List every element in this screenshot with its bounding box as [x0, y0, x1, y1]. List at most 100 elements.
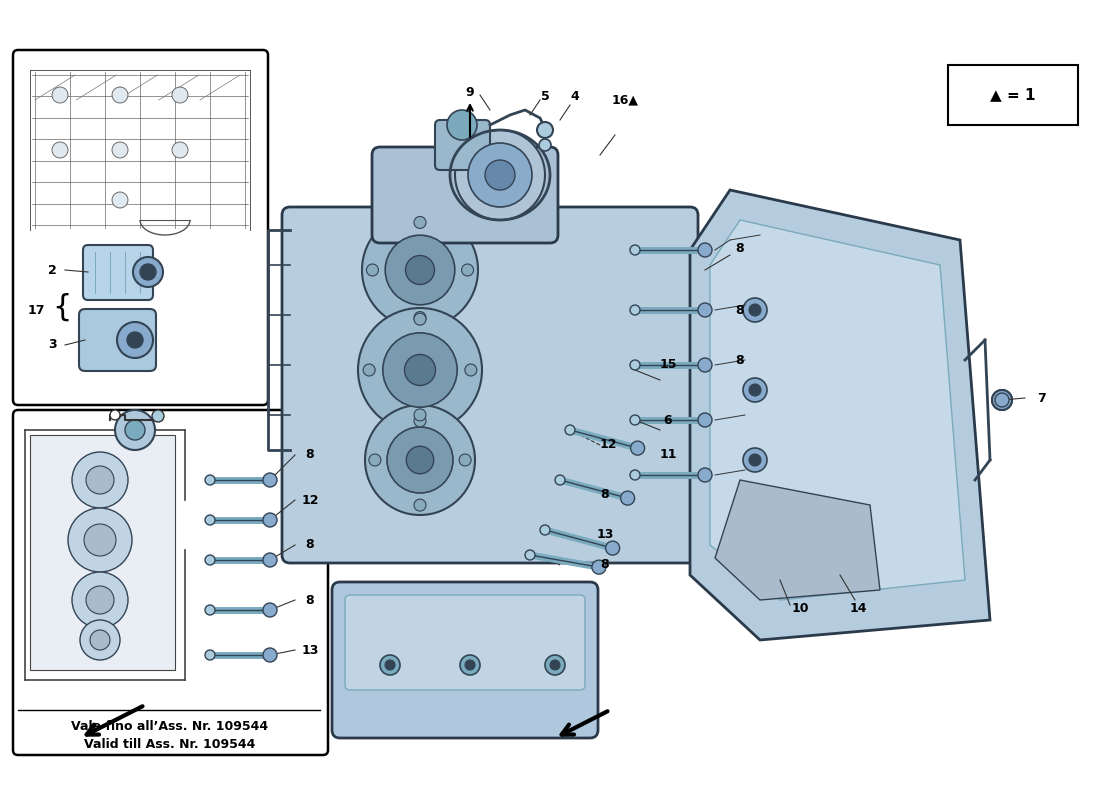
Circle shape: [86, 466, 114, 494]
Circle shape: [263, 513, 277, 527]
Text: 8: 8: [306, 538, 315, 551]
Circle shape: [749, 454, 761, 466]
Circle shape: [592, 560, 606, 574]
Text: 13: 13: [301, 643, 319, 657]
Text: europaparts
since 1995: europaparts since 1995: [399, 265, 921, 575]
Circle shape: [749, 384, 761, 396]
Circle shape: [742, 378, 767, 402]
Circle shape: [263, 473, 277, 487]
Polygon shape: [710, 220, 965, 600]
Circle shape: [544, 655, 565, 675]
Text: 6: 6: [663, 414, 672, 426]
Text: 8: 8: [306, 594, 315, 606]
Circle shape: [414, 415, 426, 427]
Circle shape: [620, 491, 635, 505]
Circle shape: [460, 655, 480, 675]
Circle shape: [72, 572, 128, 628]
Circle shape: [414, 217, 426, 229]
Circle shape: [112, 87, 128, 103]
Circle shape: [205, 605, 214, 615]
Circle shape: [630, 470, 640, 480]
Circle shape: [368, 454, 381, 466]
Circle shape: [385, 660, 395, 670]
Circle shape: [366, 264, 378, 276]
Circle shape: [997, 395, 1006, 405]
Circle shape: [465, 660, 475, 670]
Text: 12: 12: [600, 438, 617, 451]
FancyBboxPatch shape: [79, 309, 156, 371]
Circle shape: [52, 87, 68, 103]
Circle shape: [52, 142, 68, 158]
Circle shape: [742, 448, 767, 472]
Circle shape: [455, 130, 544, 220]
Circle shape: [363, 364, 375, 376]
Text: 4: 4: [571, 90, 580, 103]
Circle shape: [447, 110, 477, 140]
Circle shape: [263, 648, 277, 662]
Circle shape: [414, 499, 426, 511]
Circle shape: [172, 87, 188, 103]
Bar: [948, 65, 1078, 125]
Circle shape: [462, 264, 474, 276]
Circle shape: [358, 308, 482, 432]
Polygon shape: [715, 480, 880, 600]
Text: Vale fino all’Ass. Nr. 109544: Vale fino all’Ass. Nr. 109544: [72, 719, 268, 733]
Text: Valid till Ass. Nr. 109544: Valid till Ass. Nr. 109544: [85, 738, 255, 751]
Text: 13: 13: [596, 529, 614, 542]
Circle shape: [152, 410, 164, 422]
Circle shape: [698, 468, 712, 482]
Bar: [30, 435, 175, 670]
Circle shape: [565, 425, 575, 435]
Circle shape: [126, 332, 143, 348]
Circle shape: [387, 427, 453, 493]
Circle shape: [698, 358, 712, 372]
Circle shape: [468, 143, 532, 207]
FancyBboxPatch shape: [332, 582, 598, 738]
Circle shape: [205, 475, 214, 485]
Text: 5: 5: [540, 90, 549, 103]
Circle shape: [263, 553, 277, 567]
Circle shape: [365, 405, 475, 515]
Circle shape: [385, 235, 454, 305]
Circle shape: [630, 441, 645, 455]
Circle shape: [84, 524, 116, 556]
FancyBboxPatch shape: [434, 120, 490, 170]
Text: 11: 11: [659, 449, 676, 462]
Text: 3: 3: [48, 338, 57, 351]
Circle shape: [485, 160, 515, 190]
FancyBboxPatch shape: [372, 147, 558, 243]
FancyBboxPatch shape: [13, 410, 328, 755]
Polygon shape: [690, 190, 990, 640]
Circle shape: [630, 305, 640, 315]
FancyBboxPatch shape: [82, 245, 153, 300]
Circle shape: [117, 322, 153, 358]
Text: 8: 8: [601, 558, 609, 571]
Circle shape: [205, 555, 214, 565]
Circle shape: [86, 586, 114, 614]
Circle shape: [406, 255, 434, 285]
Text: 7: 7: [1037, 391, 1046, 405]
Circle shape: [379, 655, 400, 675]
Circle shape: [630, 245, 640, 255]
Text: 8: 8: [736, 242, 745, 254]
Circle shape: [133, 257, 163, 287]
Text: 12: 12: [301, 494, 319, 506]
Circle shape: [742, 298, 767, 322]
Text: 9: 9: [465, 86, 474, 99]
Circle shape: [525, 550, 535, 560]
Circle shape: [172, 142, 188, 158]
Circle shape: [606, 541, 619, 555]
Circle shape: [414, 311, 426, 323]
Circle shape: [140, 264, 156, 280]
Text: 8: 8: [736, 303, 745, 317]
Text: ▲ = 1: ▲ = 1: [990, 87, 1036, 102]
Circle shape: [263, 603, 277, 617]
FancyBboxPatch shape: [282, 207, 698, 563]
Circle shape: [539, 139, 551, 151]
Circle shape: [996, 393, 1009, 407]
Circle shape: [68, 508, 132, 572]
Text: 16▲: 16▲: [612, 94, 638, 106]
Circle shape: [405, 354, 436, 386]
Text: {: {: [53, 293, 72, 322]
Text: 2: 2: [48, 263, 57, 277]
